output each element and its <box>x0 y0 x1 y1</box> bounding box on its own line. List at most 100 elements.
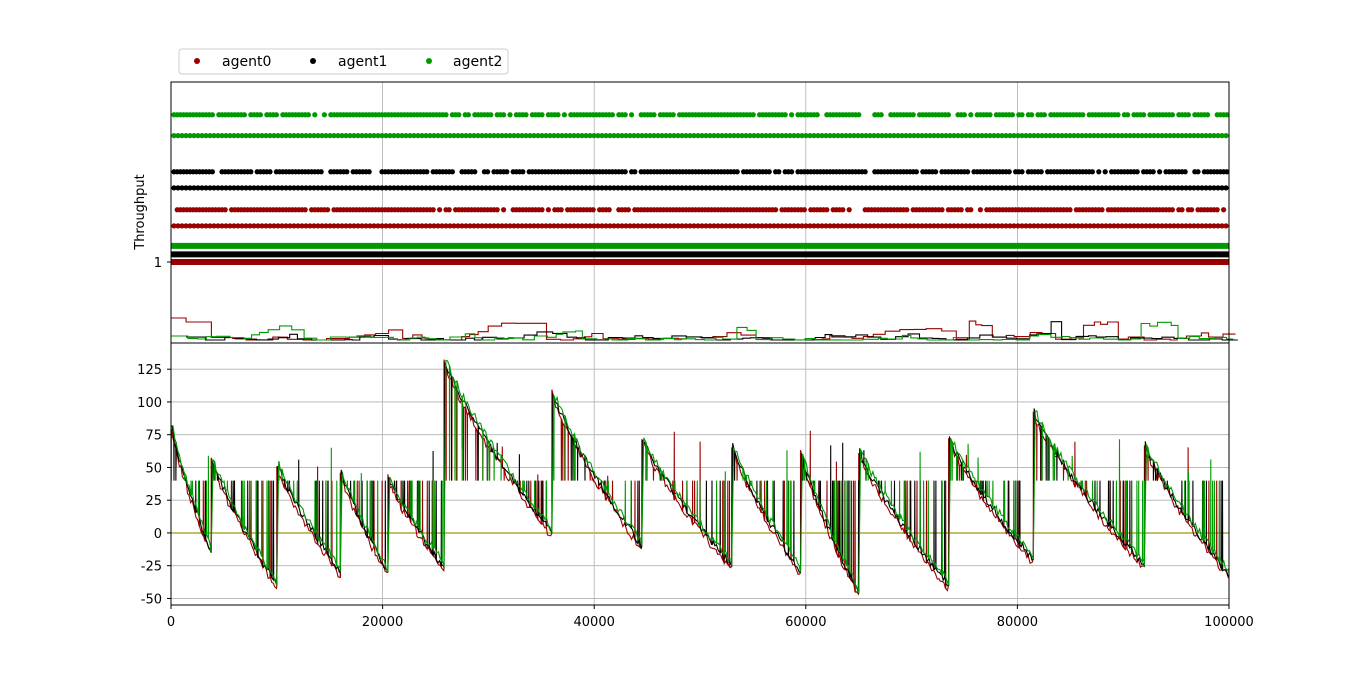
throughput-dot-agent2 <box>615 133 621 139</box>
throughput-dot-agent0 <box>419 223 425 229</box>
throughput-dot-agent0 <box>1191 223 1197 229</box>
throughput-dot-agent1 <box>907 185 913 191</box>
throughput-dot-agent2 <box>451 133 457 139</box>
throughput-dot-agent1 <box>383 185 389 191</box>
throughput-dot-agent2 <box>231 133 237 139</box>
throughput-dot-agent2 <box>499 133 505 139</box>
throughput-dot-agent2 <box>171 133 177 139</box>
throughput-dot-agent0 <box>779 223 785 229</box>
throughput-dot-agent0 <box>1159 223 1165 229</box>
throughput-dot-agent2 <box>856 112 862 118</box>
throughput-dot-agent0 <box>243 223 249 229</box>
throughput-dot-agent1 <box>903 185 909 191</box>
throughput-dot-agent0 <box>691 223 697 229</box>
throughput-dot-agent1 <box>223 185 229 191</box>
throughput-dot-agent1 <box>1115 185 1121 191</box>
throughput-dot-agent0 <box>590 207 596 213</box>
throughput-dot-agent0 <box>471 223 477 229</box>
throughput-dot-agent1 <box>1099 185 1105 191</box>
throughput-dot-agent0 <box>723 223 729 229</box>
throughput-dot-agent1 <box>1191 185 1197 191</box>
throughput-dot-agent0 <box>1095 223 1101 229</box>
throughput-dot-agent0 <box>1043 223 1049 229</box>
throughput-dot-agent0 <box>767 223 773 229</box>
throughput-dot-agent1 <box>755 185 761 191</box>
throughput-dot-agent1 <box>571 185 577 191</box>
throughput-dot-agent1 <box>267 169 273 175</box>
throughput-dot-agent0 <box>267 223 273 229</box>
throughput-dot-agent0 <box>947 223 953 229</box>
throughput-dot-agent0 <box>1119 223 1125 229</box>
throughput-dot-agent1 <box>463 185 469 191</box>
throughput-dot-agent0 <box>655 223 661 229</box>
y-tick-label: 100 <box>137 396 162 411</box>
throughput-dot-agent2 <box>383 133 389 139</box>
throughput-dot-agent1 <box>1055 185 1061 191</box>
throughput-dot-agent0 <box>1055 223 1061 229</box>
throughput-dot-agent1 <box>387 185 393 191</box>
throughput-dot-agent2 <box>919 133 925 139</box>
throughput-dot-agent1 <box>766 169 772 175</box>
throughput-dot-agent2 <box>1163 133 1169 139</box>
throughput-dot-agent0 <box>335 223 341 229</box>
throughput-dot-agent2 <box>255 133 261 139</box>
throughput-dot-agent2 <box>1023 133 1029 139</box>
throughput-dot-agent2 <box>923 133 929 139</box>
throughput-dot-agent0 <box>671 223 677 229</box>
throughput-dot-agent1 <box>1127 185 1133 191</box>
throughput-dot-agent2 <box>495 133 501 139</box>
throughput-dot-agent2 <box>779 133 785 139</box>
throughput-dot-agent0 <box>595 223 601 229</box>
throughput-dot-agent2 <box>419 133 425 139</box>
throughput-dot-agent2 <box>947 133 953 139</box>
throughput-dot-agent0 <box>547 223 553 229</box>
throughput-dot-agent1 <box>1038 169 1044 175</box>
throughput-dot-agent2 <box>631 133 637 139</box>
throughput-dot-agent0 <box>219 223 225 229</box>
top-step-traces <box>171 317 1238 341</box>
throughput-dot-agent0 <box>207 223 213 229</box>
throughput-dot-agent2 <box>1075 133 1081 139</box>
throughput-dot-agent2 <box>431 133 437 139</box>
throughput-dot-agent0 <box>563 223 569 229</box>
throughput-dot-agent2 <box>1159 133 1165 139</box>
throughput-dot-agent0 <box>815 223 821 229</box>
throughput-dot-agent0 <box>963 223 969 229</box>
throughput-dot-agent1 <box>895 185 901 191</box>
throughput-dot-agent0 <box>731 223 737 229</box>
throughput-dot-agent1 <box>875 185 881 191</box>
throughput-dot-agent1 <box>343 185 349 191</box>
throughput-dot-agent2 <box>1039 133 1045 139</box>
throughput-dot-agent2 <box>831 133 837 139</box>
throughput-dot-agent1 <box>959 185 965 191</box>
x-tick-label: 0 <box>167 615 175 630</box>
throughput-dot-agent1 <box>887 185 893 191</box>
throughput-dot-agent0 <box>647 223 653 229</box>
throughput-dot-agent1 <box>783 185 789 191</box>
throughput-dot-agent1 <box>839 185 845 191</box>
throughput-dot-agent0 <box>483 223 489 229</box>
throughput-dot-agent1 <box>671 185 677 191</box>
throughput-dot-agent2 <box>767 133 773 139</box>
throughput-dot-agent0 <box>1211 223 1217 229</box>
throughput-dot-agent0 <box>659 223 665 229</box>
throughput-dot-agent1 <box>1143 185 1149 191</box>
throughput-dot-agent0 <box>175 223 181 229</box>
throughput-dot-agent1 <box>647 185 653 191</box>
throughput-dot-agent2 <box>371 133 377 139</box>
throughput-dot-agent1 <box>1102 169 1108 175</box>
throughput-dot-agent1 <box>299 185 305 191</box>
throughput-dot-agent0 <box>931 223 937 229</box>
throughput-dot-agent0 <box>463 223 469 229</box>
throughput-dot-agent0 <box>615 223 621 229</box>
throughput-dot-agent0 <box>347 223 353 229</box>
throughput-dot-agent2 <box>299 133 305 139</box>
throughput-dot-agent0 <box>487 223 493 229</box>
throughput-dot-agent2 <box>999 133 1005 139</box>
throughput-dot-agent2 <box>439 133 445 139</box>
throughput-dot-agent1 <box>871 185 877 191</box>
throughput-dot-agent2 <box>623 133 629 139</box>
legend-marker-agent1 <box>310 58 316 64</box>
throughput-dot-agent1 <box>1039 185 1045 191</box>
throughput-dot-agent2 <box>331 133 337 139</box>
